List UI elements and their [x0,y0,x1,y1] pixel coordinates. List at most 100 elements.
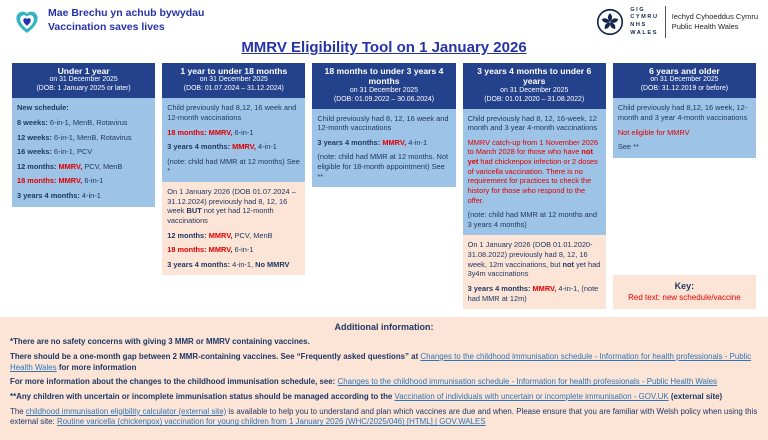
column-header: 1 year to under 18 months on 31 December … [162,63,306,99]
text-line: The childhood immunisation eligibility c… [10,407,758,428]
text-segment: On 1 January 2026 (DOB 01.01.2020-31.08.… [467,240,593,269]
text-line: (note: child had MMR at 12 months and 3 … [468,210,601,229]
nhs-wordmark: GIG CYMRU NHS WALES [630,7,659,37]
link[interactable]: Vaccination of individuals with uncertai… [394,391,669,401]
nhs-flower-icon [596,8,624,36]
nhs-wales-logo: GIG CYMRU NHS WALES Iechyd Cyhoeddus Cym… [596,6,758,38]
text-segment: 4-in-1, [232,259,256,269]
text-line: See ** [618,142,751,152]
column-4: 3 years 4 months to under 6 years on 31 D… [462,63,606,310]
text-segment: **Any children with uncertain or incompl… [10,391,395,401]
nhs-wordmark-line: GIG [630,6,646,13]
text-line: On 1 January 2026 (DOB 01.01.2020-31.08.… [468,240,601,279]
column-title: 1 year to under 18 months [180,66,288,76]
text-segment: 3 years 4 months: [167,142,233,152]
text-line: 12 months: MMRV, PCV, MenB [167,231,300,241]
text-segment: yet had 3y4m vaccinations [467,259,601,279]
text-segment: 3 years 4 months: [167,259,233,269]
text-segment: 6-in-1, PCV [53,147,93,157]
text-line: *There are no safety concerns with givin… [10,337,758,348]
text-segment: had chickenpox infection or 2 doses of v… [467,157,598,205]
column-subtitle: on 31 December 2025 [650,76,719,84]
nhs-wordmark-line: NHS [630,22,647,28]
text-segment: MMRV, [208,230,233,240]
link[interactable]: childhood immunisation eligibility calcu… [25,406,227,416]
text-segment: PCV, MenB [232,230,273,240]
column-title: 6 years and older [649,66,720,76]
column-subtitle: on 31 December 2025 [49,76,118,84]
brand-tagline-welsh: Mae Brechu yn achub bywydau [48,7,205,20]
text-segment: 6-in-1, MenB, Rotavirus [53,132,132,142]
additional-info-section: Additional information: *There are no sa… [0,317,768,440]
column-header: 6 years and older on 31 December 2025 (DOB… [612,63,757,99]
link[interactable]: Changes to the childhood immunisation sc… [337,377,718,387]
text-segment: (external site) [668,391,723,401]
column-body: Child previously had 8, 12, 16 week and … [312,108,456,188]
text-segment: 6-in-1 [82,176,104,186]
text-segment: BUT [186,206,202,216]
text-segment: 16 weeks: [17,147,54,157]
text-segment: 4-in-1 [406,137,428,147]
text-segment: is available to help you to understand a… [10,406,758,427]
text-segment: not [562,259,575,269]
column-subtitle: (DOB: 01.01.2020 – 31.08.2022) [484,95,585,103]
nhs-wordmark-line: CYMRU [630,14,659,21]
text-segment: 12 months: [167,230,209,240]
link[interactable]: Routine varicella (chickenpox) vaccinati… [56,417,486,427]
top-bar: Mae Brechu yn achub bywydau Vaccination … [0,0,768,38]
text-line: Child previously had 8, 12, 16 week and … [317,114,450,133]
key-label: Key: [674,281,695,292]
text-segment: 18 months: MMRV, [17,176,83,186]
text-segment: *There are no safety concerns with givin… [10,337,310,347]
column-subtitle: (DOB: 1 January 2025 or later) [36,85,131,93]
column-title: Under 1 year [57,66,110,76]
org-name-english: Public Health Wales [671,22,739,31]
text-segment: For more information about the changes t… [10,377,338,387]
text-line: 18 months: MMRV, 6-in-1 [167,245,300,255]
heart-shield-icon [12,6,42,36]
text-segment: (note: child had MMR at 12 months and 3 … [467,210,598,229]
text-line: 12 weeks: 6-in-1, MenB, Rotavirus [17,133,150,143]
columns: Under 1 year on 31 December 2025 (DOB: 1 J… [0,56,768,310]
logo-divider [664,6,666,38]
text-line: **Any children with uncertain or incompl… [10,392,758,403]
text-segment: 6-in-1, MenB, Rotavirus [49,117,128,127]
text-segment: New schedule: [17,103,69,113]
column-body: New schedule: 8 weeks: 6-in-1, MenB, Rota… [12,98,156,207]
nhs-wordmark-line: WALES [630,29,659,36]
text-segment: MMRV, [382,137,407,147]
text-segment: There should be a one-month gap between … [10,351,421,361]
page-title: MMRV Eligibility Tool on 1 January 2026 [241,39,527,56]
text-segment: 4-in-1 [81,191,101,200]
column-title: 3 years 4 months to under 6 years [477,66,592,87]
column-subtitle: (DOB: 31.12.2019 or before) [640,85,729,93]
text-line: 3 years 4 months: 4-in-1 [17,191,150,201]
text-segment: (note: child had MMR at 12 months) See * [167,156,300,176]
text-line: There should be a one-month gap between … [10,352,758,373]
link[interactable]: Changes to the childhood immunisation sc… [10,351,752,372]
text-line: New schedule: [17,103,150,113]
column-1: Under 1 year on 31 December 2025 (DOB: 1 J… [12,63,156,309]
text-segment: Child previously had 8,12, 16 week, 12-m… [617,103,748,122]
text-segment: 4-in-1, (note had MMR at 12m) [467,283,599,303]
text-segment: MMRV catch-up from 1 November 2026 to Ma… [467,137,599,157]
text-segment: No MMRV [255,259,290,269]
column-body: Child previously had 8,12, 16 week, 12-m… [612,98,757,158]
text-segment: for more information [56,362,137,372]
text-segment: 4-in-1 [255,142,277,152]
text-line: 3 years 4 months: 4-in-1, No MMRV [167,260,300,270]
text-segment: MMRV, [58,161,83,171]
text-line: On 1 January 2026 (DOB 01.07.2024 – 31.1… [167,187,300,226]
text-segment: MMRV, [532,283,557,293]
column-2: 1 year to under 18 months on 31 December … [162,63,306,309]
text-segment: See ** [617,142,639,152]
text-line: 18 months: MMRV, 6-in-1 [167,128,300,138]
text-line: 3 years 4 months: MMRV, 4-in-1, (note ha… [468,284,601,303]
text-line: Child previously had 8, 12, 16-week, 12 … [468,114,601,133]
column-subtitle: (DOB: 01.09.2022 – 30.06.2024) [334,95,434,103]
column-header: Under 1 year on 31 December 2025 (DOB: 1 J… [12,63,156,99]
text-segment: Child previously had 8, 12, 16-week, 12 … [467,113,598,133]
column-subtitle: on 31 December 2025 [199,76,268,84]
column-body: Child previously had 8, 12, 16-week, 12 … [462,108,606,236]
text-segment: 3 years 4 months: [317,137,383,147]
